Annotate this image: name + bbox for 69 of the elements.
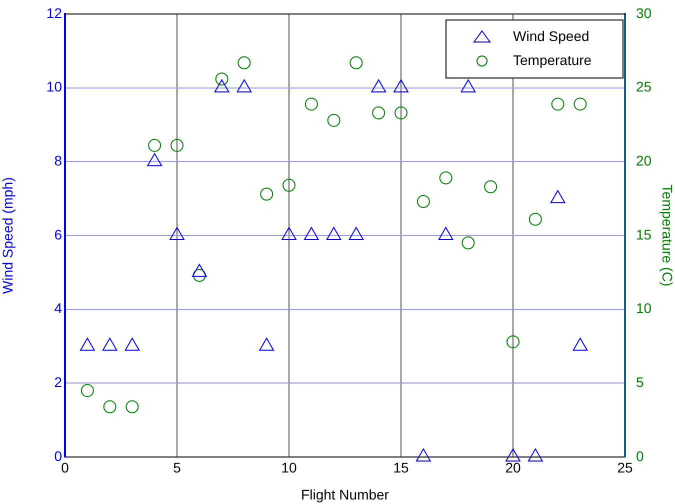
point bbox=[572, 338, 588, 351]
point bbox=[326, 227, 342, 240]
point bbox=[236, 79, 252, 92]
point bbox=[439, 171, 452, 184]
point bbox=[528, 448, 543, 462]
point bbox=[350, 56, 363, 70]
y2-tick-label: 10 bbox=[636, 300, 652, 316]
point bbox=[484, 180, 498, 194]
y-tick-label: 10 bbox=[46, 78, 62, 95]
y2-tick-label: 0 bbox=[636, 448, 644, 464]
point bbox=[372, 106, 386, 120]
point bbox=[214, 79, 230, 92]
x-axis-title: Flight Number bbox=[301, 486, 390, 502]
point bbox=[551, 98, 564, 111]
point bbox=[327, 114, 340, 127]
legend-label: Wind Speed bbox=[513, 28, 590, 44]
point bbox=[238, 56, 251, 70]
point bbox=[170, 138, 184, 152]
point bbox=[192, 264, 207, 277]
y-tick-label: 4 bbox=[54, 300, 62, 316]
point bbox=[80, 384, 94, 398]
point bbox=[282, 227, 296, 240]
point bbox=[528, 212, 542, 226]
point bbox=[102, 338, 118, 351]
x-tick-label: 10 bbox=[281, 459, 297, 476]
point bbox=[438, 227, 454, 240]
y2-tick-label: 20 bbox=[636, 152, 652, 169]
point bbox=[126, 400, 139, 414]
y-tick-label: 12 bbox=[46, 4, 62, 21]
point bbox=[215, 72, 228, 86]
point bbox=[394, 79, 408, 92]
point bbox=[192, 268, 206, 282]
y-axis-title: Wind Speed (mph) bbox=[0, 177, 16, 294]
y2-tick-label: 15 bbox=[636, 226, 652, 242]
y-tick-label: 2 bbox=[54, 374, 62, 390]
point bbox=[416, 195, 430, 208]
point bbox=[148, 138, 162, 152]
point bbox=[394, 106, 408, 120]
point bbox=[304, 227, 319, 240]
point bbox=[416, 448, 431, 462]
point bbox=[304, 98, 318, 111]
x-tick-label: 20 bbox=[505, 459, 521, 476]
point bbox=[147, 153, 162, 166]
y2-tick-label: 25 bbox=[636, 78, 652, 95]
point bbox=[103, 400, 116, 414]
x-tick-label: 15 bbox=[393, 459, 409, 476]
y2-tick-label: 5 bbox=[636, 374, 644, 390]
x-tick-label: 5 bbox=[173, 459, 182, 476]
point bbox=[124, 338, 140, 351]
point bbox=[80, 338, 95, 351]
point bbox=[259, 338, 274, 351]
point bbox=[460, 79, 476, 92]
point bbox=[574, 98, 587, 111]
point bbox=[550, 190, 566, 204]
point bbox=[462, 236, 475, 250]
y-tick-label: 0 bbox=[54, 448, 62, 464]
y-tick-label: 8 bbox=[54, 152, 62, 169]
point bbox=[371, 79, 386, 92]
point bbox=[170, 227, 184, 240]
legend-label: Temperature bbox=[513, 52, 592, 68]
point bbox=[506, 335, 520, 348]
point bbox=[348, 227, 364, 240]
x-tick-label: 25 bbox=[617, 459, 633, 476]
y2-axis-title: Temperature (C) bbox=[660, 184, 675, 286]
y2-tick-label: 30 bbox=[636, 4, 652, 21]
point bbox=[260, 188, 274, 201]
point bbox=[282, 178, 296, 192]
point bbox=[506, 448, 520, 462]
y-tick-label: 6 bbox=[54, 226, 62, 242]
